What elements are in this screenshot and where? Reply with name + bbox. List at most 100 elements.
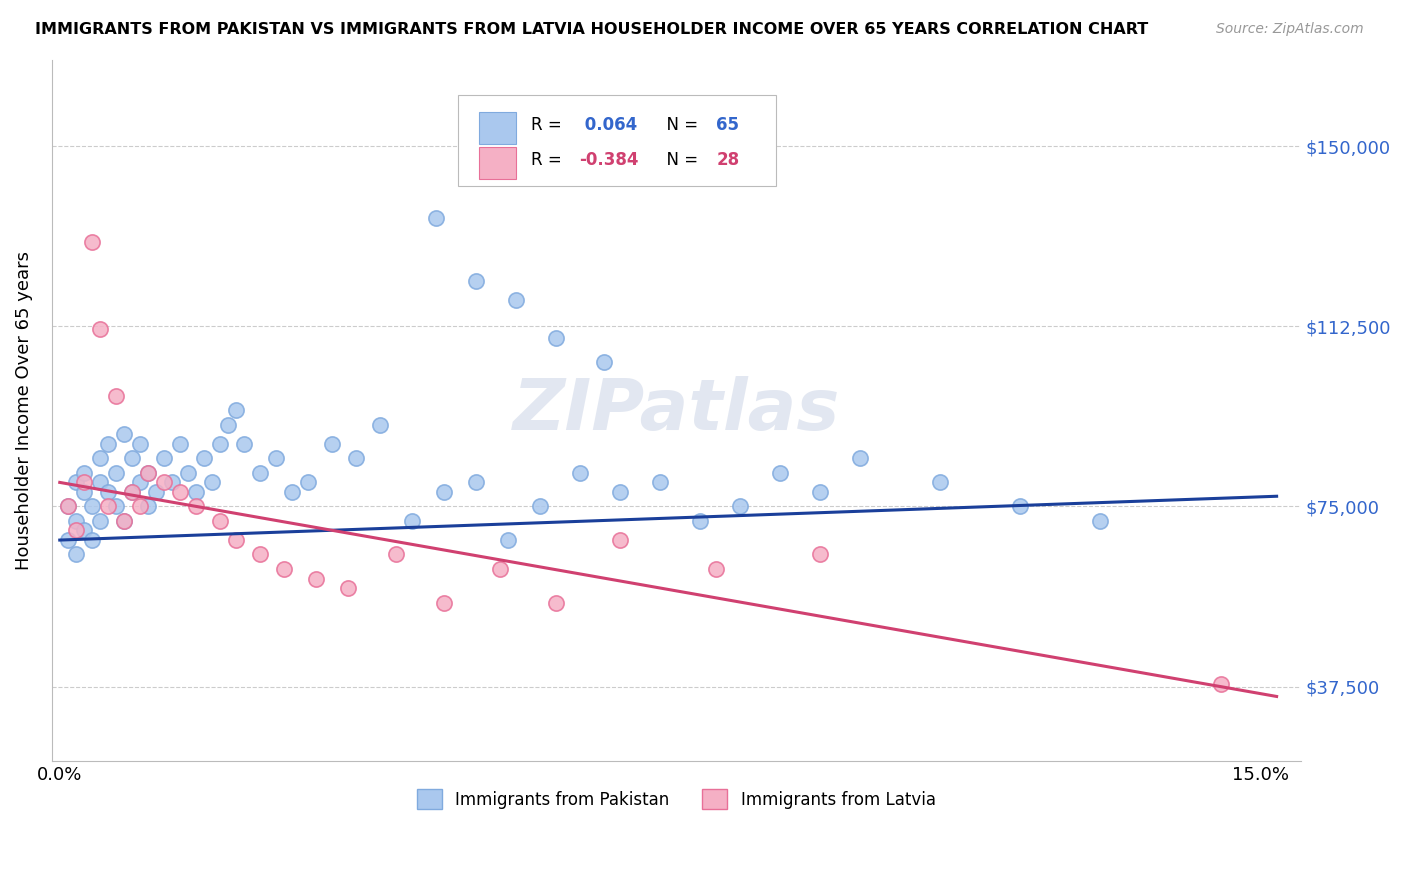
Point [232,437,254,451]
Text: Source: ZipAtlas.com: Source: ZipAtlas.com [1216,22,1364,37]
Text: R =: R = [531,151,568,169]
Point [769,466,792,480]
Point [56,533,79,547]
Point [121,451,143,466]
Point [489,562,512,576]
Point [73,475,96,490]
Point [193,451,215,466]
Point [368,417,391,432]
Point [609,485,631,500]
Point [225,533,247,547]
Point [65,514,87,528]
Point [704,562,727,576]
Text: N =: N = [657,151,703,169]
Point [104,466,127,480]
Point [160,475,183,490]
Point [89,514,111,528]
Point [465,475,488,490]
Point [128,500,150,514]
Point [401,514,423,528]
Point [249,548,271,562]
Point [264,451,287,466]
Point [385,548,408,562]
Point [169,485,191,500]
Point [650,475,672,490]
Point [249,466,271,480]
Point [104,500,127,514]
Text: IMMIGRANTS FROM PAKISTAN VS IMMIGRANTS FROM LATVIA HOUSEHOLDER INCOME OVER 65 YE: IMMIGRANTS FROM PAKISTAN VS IMMIGRANTS F… [35,22,1149,37]
Point [104,389,127,403]
Point [217,417,239,432]
Point [73,466,96,480]
Point [689,514,711,528]
Point [273,562,295,576]
Point [849,451,872,466]
Point [808,548,831,562]
Point [281,485,304,500]
Point [496,533,519,547]
Point [728,500,751,514]
Point [208,437,231,451]
Point [89,321,111,335]
Point [56,500,79,514]
Point [145,485,167,500]
Point [184,485,207,500]
Point [65,475,87,490]
Point [425,211,447,226]
Text: 28: 28 [716,151,740,169]
Point [121,485,143,500]
Point [1209,677,1232,691]
Point [65,524,87,538]
Point [201,475,224,490]
Point [177,466,200,480]
Point [1090,514,1112,528]
Point [546,595,568,609]
Point [121,485,143,500]
FancyBboxPatch shape [479,112,516,144]
Point [569,466,592,480]
Point [305,572,328,586]
Point [136,500,159,514]
Point [321,437,343,451]
Point [433,485,456,500]
Point [56,500,79,514]
Point [169,437,191,451]
Point [73,524,96,538]
Point [97,485,120,500]
Point [433,595,456,609]
Point [929,475,952,490]
Point [65,548,87,562]
Text: 0.064: 0.064 [579,116,637,134]
FancyBboxPatch shape [479,147,516,179]
Point [184,500,207,514]
Legend: Immigrants from Pakistan, Immigrants from Latvia: Immigrants from Pakistan, Immigrants fro… [411,782,942,816]
Point [89,451,111,466]
Point [225,403,247,417]
Point [136,466,159,480]
Point [593,355,616,369]
Point [112,514,135,528]
Point [208,514,231,528]
Point [808,485,831,500]
Point [153,451,176,466]
Text: R =: R = [531,116,568,134]
FancyBboxPatch shape [457,95,776,186]
Text: 65: 65 [716,116,740,134]
Text: ZIPatlas: ZIPatlas [513,376,839,445]
Point [97,500,120,514]
Point [297,475,319,490]
Point [112,514,135,528]
Point [128,475,150,490]
Point [89,475,111,490]
Point [73,485,96,500]
Point [465,274,488,288]
Point [112,427,135,442]
Point [136,466,159,480]
Text: -0.384: -0.384 [579,151,638,169]
Point [153,475,176,490]
Point [128,437,150,451]
Y-axis label: Householder Income Over 65 years: Householder Income Over 65 years [15,251,32,570]
Point [97,437,120,451]
Point [1010,500,1032,514]
Point [529,500,551,514]
